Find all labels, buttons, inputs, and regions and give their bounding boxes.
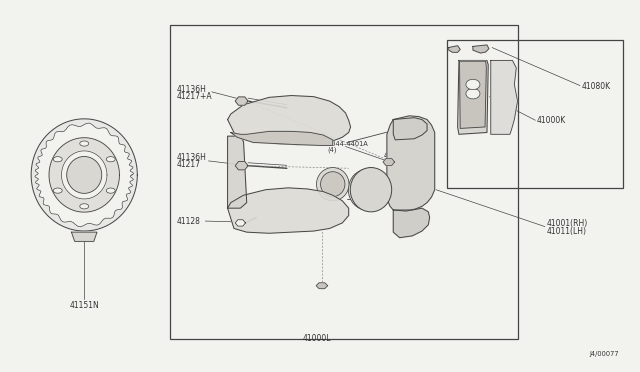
Polygon shape	[236, 97, 248, 105]
Polygon shape	[460, 61, 486, 128]
Text: 41217: 41217	[177, 160, 200, 170]
Text: 41136H: 41136H	[177, 153, 207, 162]
Polygon shape	[383, 158, 394, 166]
Bar	[447, 40, 623, 188]
Ellipse shape	[350, 167, 392, 212]
Polygon shape	[394, 118, 427, 140]
Text: 41217+A: 41217+A	[177, 92, 212, 101]
Circle shape	[106, 188, 115, 193]
Circle shape	[53, 188, 62, 193]
Polygon shape	[236, 161, 248, 170]
Polygon shape	[61, 151, 107, 199]
Ellipse shape	[466, 79, 480, 90]
Text: 41000K: 41000K	[537, 116, 566, 125]
Polygon shape	[228, 136, 246, 208]
Bar	[170, 25, 518, 339]
Polygon shape	[72, 232, 97, 241]
Polygon shape	[31, 119, 138, 231]
Polygon shape	[49, 138, 120, 212]
Ellipse shape	[317, 167, 349, 201]
Polygon shape	[228, 96, 351, 145]
Polygon shape	[228, 188, 349, 233]
Text: J4/00077: J4/00077	[590, 351, 620, 357]
Ellipse shape	[353, 174, 383, 205]
Text: 41011(LH): 41011(LH)	[546, 227, 586, 235]
Polygon shape	[231, 131, 333, 145]
Polygon shape	[236, 220, 246, 226]
Circle shape	[80, 204, 89, 209]
Polygon shape	[394, 208, 429, 238]
Ellipse shape	[321, 172, 345, 197]
Polygon shape	[35, 123, 134, 227]
Circle shape	[53, 157, 62, 162]
Text: 41136H: 41136H	[177, 85, 207, 94]
Ellipse shape	[358, 180, 377, 200]
Text: 41044: 41044	[384, 151, 408, 160]
Text: 41080K: 41080K	[581, 82, 611, 91]
Ellipse shape	[67, 157, 102, 193]
Text: 41121: 41121	[355, 198, 379, 206]
Text: 41128: 41128	[177, 217, 200, 225]
Polygon shape	[473, 45, 489, 53]
Ellipse shape	[466, 89, 480, 99]
Polygon shape	[491, 61, 518, 134]
Text: 41001(RH): 41001(RH)	[546, 219, 588, 228]
Text: (4): (4)	[328, 147, 337, 153]
Text: B0B044-4401A: B0B044-4401A	[319, 141, 369, 147]
Polygon shape	[387, 116, 435, 211]
Text: 41000L: 41000L	[303, 334, 331, 343]
Polygon shape	[449, 46, 460, 52]
Circle shape	[106, 157, 115, 162]
Polygon shape	[458, 61, 488, 134]
Circle shape	[80, 141, 89, 146]
Polygon shape	[316, 283, 328, 289]
Text: 41151N: 41151N	[69, 301, 99, 311]
Ellipse shape	[348, 169, 387, 210]
